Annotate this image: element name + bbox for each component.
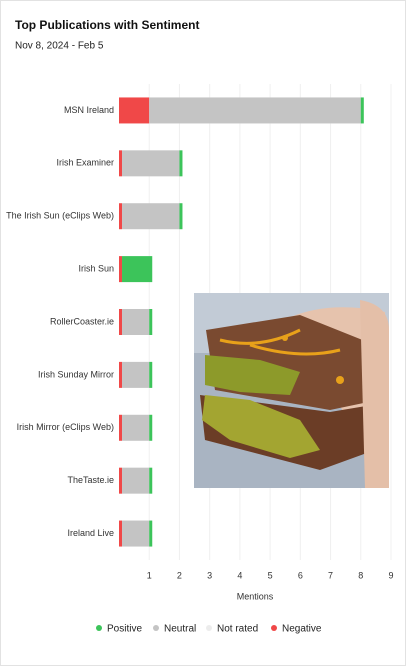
photo <box>194 293 389 488</box>
x-axis-label: Mentions <box>237 591 274 601</box>
legend-label: Positive <box>107 624 142 635</box>
legend-label: Negative <box>282 624 322 635</box>
y-tick-label: Irish Sunday Mirror <box>38 369 114 379</box>
bar-segment <box>122 150 180 177</box>
bar-segment <box>149 97 361 124</box>
y-tick-label: TheTaste.ie <box>67 475 114 485</box>
y-tick-label: The Irish Sun (eClips Web) <box>6 211 114 221</box>
x-tick-label: 4 <box>237 570 242 580</box>
y-tick-label: Irish Examiner <box>56 158 114 168</box>
bar-segment <box>149 361 153 388</box>
legend: Positive Neutral Not rated Negative <box>96 624 322 635</box>
bar-segment <box>119 256 123 283</box>
bar-segment <box>149 520 153 547</box>
legend-marker <box>96 625 102 631</box>
legend-marker <box>153 625 159 631</box>
y-tick-label: Ireland Live <box>67 528 114 538</box>
bar-segment <box>119 467 123 494</box>
legend-label: Not rated <box>217 624 258 635</box>
bar-segment <box>119 414 123 441</box>
bar-segment <box>179 150 183 177</box>
x-tick-label: 5 <box>268 570 273 580</box>
legend-marker <box>271 625 277 631</box>
legend-label: Neutral <box>164 624 196 635</box>
x-tick-label: 1 <box>147 570 152 580</box>
x-tick-label: 3 <box>207 570 212 580</box>
bar-segment <box>119 203 123 230</box>
bar-segment <box>122 203 180 230</box>
x-tick-label: 6 <box>298 570 303 580</box>
x-tick-label: 2 <box>177 570 182 580</box>
x-tick-label: 9 <box>388 570 393 580</box>
bar-segment <box>149 467 153 494</box>
y-tick-label: Irish Mirror (eClips Web) <box>17 422 114 432</box>
bar-segment <box>360 97 364 124</box>
x-tick-label: 8 <box>358 570 363 580</box>
chart-subtitle: Nov 8, 2024 - Feb 5 <box>15 41 104 52</box>
chart-title: Top Publications with Sentiment <box>15 18 199 32</box>
bar-segment <box>122 361 150 388</box>
bar-segment <box>122 467 150 494</box>
bar-segment <box>122 414 150 441</box>
bar-segment <box>149 414 153 441</box>
bar-segment <box>119 150 123 177</box>
bar-segment <box>119 520 123 547</box>
bar-segment <box>122 256 153 283</box>
bar-segment <box>119 309 123 335</box>
bar-segment <box>122 309 150 335</box>
x-tick-label: 7 <box>328 570 333 580</box>
bar-segment <box>119 97 150 124</box>
y-tick-label: Irish Sun <box>78 263 114 273</box>
bar-segment <box>179 203 183 230</box>
bar-segment <box>122 520 150 547</box>
bar-segment <box>119 361 123 388</box>
legend-marker <box>206 625 212 631</box>
bars: MSN Ireland Irish Examiner The Irish Sun (… <box>6 97 364 547</box>
y-tick-label: RollerCoaster.ie <box>50 316 114 326</box>
bar-segment <box>149 309 153 335</box>
y-tick-label: MSN Ireland <box>64 105 114 115</box>
